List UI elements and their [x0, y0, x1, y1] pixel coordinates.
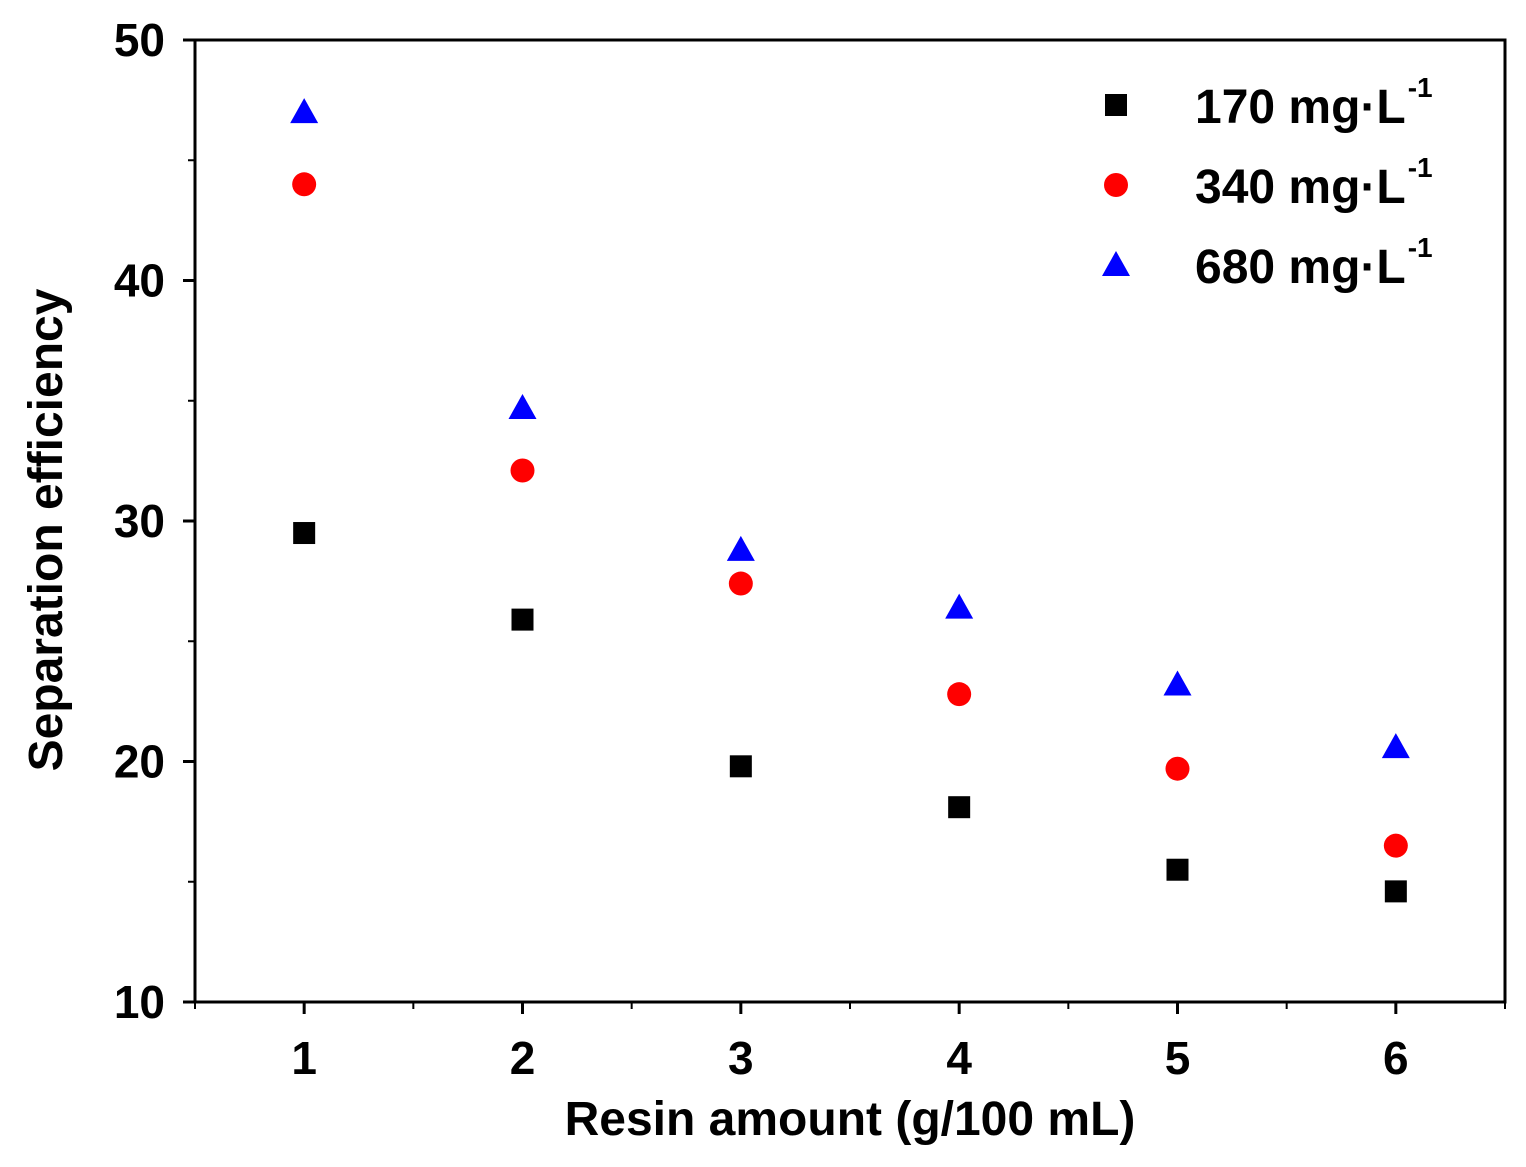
- data-point-triangle: [1381, 733, 1410, 759]
- data-point-triangle: [1163, 670, 1192, 696]
- legend-label-superscript: -1: [1408, 152, 1433, 183]
- data-point-square: [948, 796, 971, 819]
- legend-marker-triangle: [1102, 251, 1130, 276]
- y-tick-label: 10: [114, 976, 165, 1028]
- data-point-circle: [728, 571, 753, 596]
- data-point-triangle: [945, 593, 974, 619]
- y-axis-title: Separation efficiency: [20, 288, 73, 771]
- legend-label-superscript: -1: [1408, 232, 1433, 263]
- axis-ticks: [183, 38, 1506, 1014]
- y-tick-label: 30: [114, 495, 165, 547]
- data-point-square: [1384, 880, 1407, 903]
- x-tick-label: 1: [291, 1032, 317, 1084]
- data-point-circle: [1383, 833, 1408, 858]
- data-point-circle: [947, 682, 972, 707]
- y-tick-label: 20: [114, 736, 165, 788]
- data-point-circle: [292, 172, 317, 197]
- x-tick-label: 2: [510, 1032, 536, 1084]
- data-point-square: [729, 755, 752, 778]
- y-tick-label: 40: [114, 255, 165, 307]
- data-points: [290, 98, 1410, 903]
- y-tick-label: 50: [114, 14, 165, 66]
- data-point-square: [293, 522, 316, 545]
- legend-label: 340 mg·L: [1195, 161, 1406, 214]
- x-tick-label: 3: [728, 1032, 754, 1084]
- data-point-triangle: [290, 98, 319, 124]
- legend-label: 680 mg·L: [1195, 241, 1406, 294]
- data-point-circle: [510, 458, 535, 483]
- x-tick-label: 5: [1165, 1032, 1191, 1084]
- data-point-square: [511, 608, 534, 631]
- x-axis-title: Resin amount (g/100 mL): [565, 1093, 1136, 1146]
- legend-label: 170 mg·L: [1195, 81, 1406, 134]
- data-point-triangle: [726, 535, 755, 561]
- axis-tick-labels: 1 2 3 4 5 6 10 20 30 40 50: [114, 14, 1409, 1084]
- x-tick-label: 6: [1383, 1032, 1409, 1084]
- legend-label-superscript: -1: [1408, 72, 1433, 103]
- x-tick-label: 4: [946, 1032, 972, 1084]
- data-point-triangle: [508, 393, 537, 419]
- legend-marker-square: [1105, 94, 1127, 116]
- legend-marker-circle: [1104, 173, 1128, 197]
- data-point-square: [1166, 858, 1189, 881]
- data-point-circle: [1165, 756, 1190, 781]
